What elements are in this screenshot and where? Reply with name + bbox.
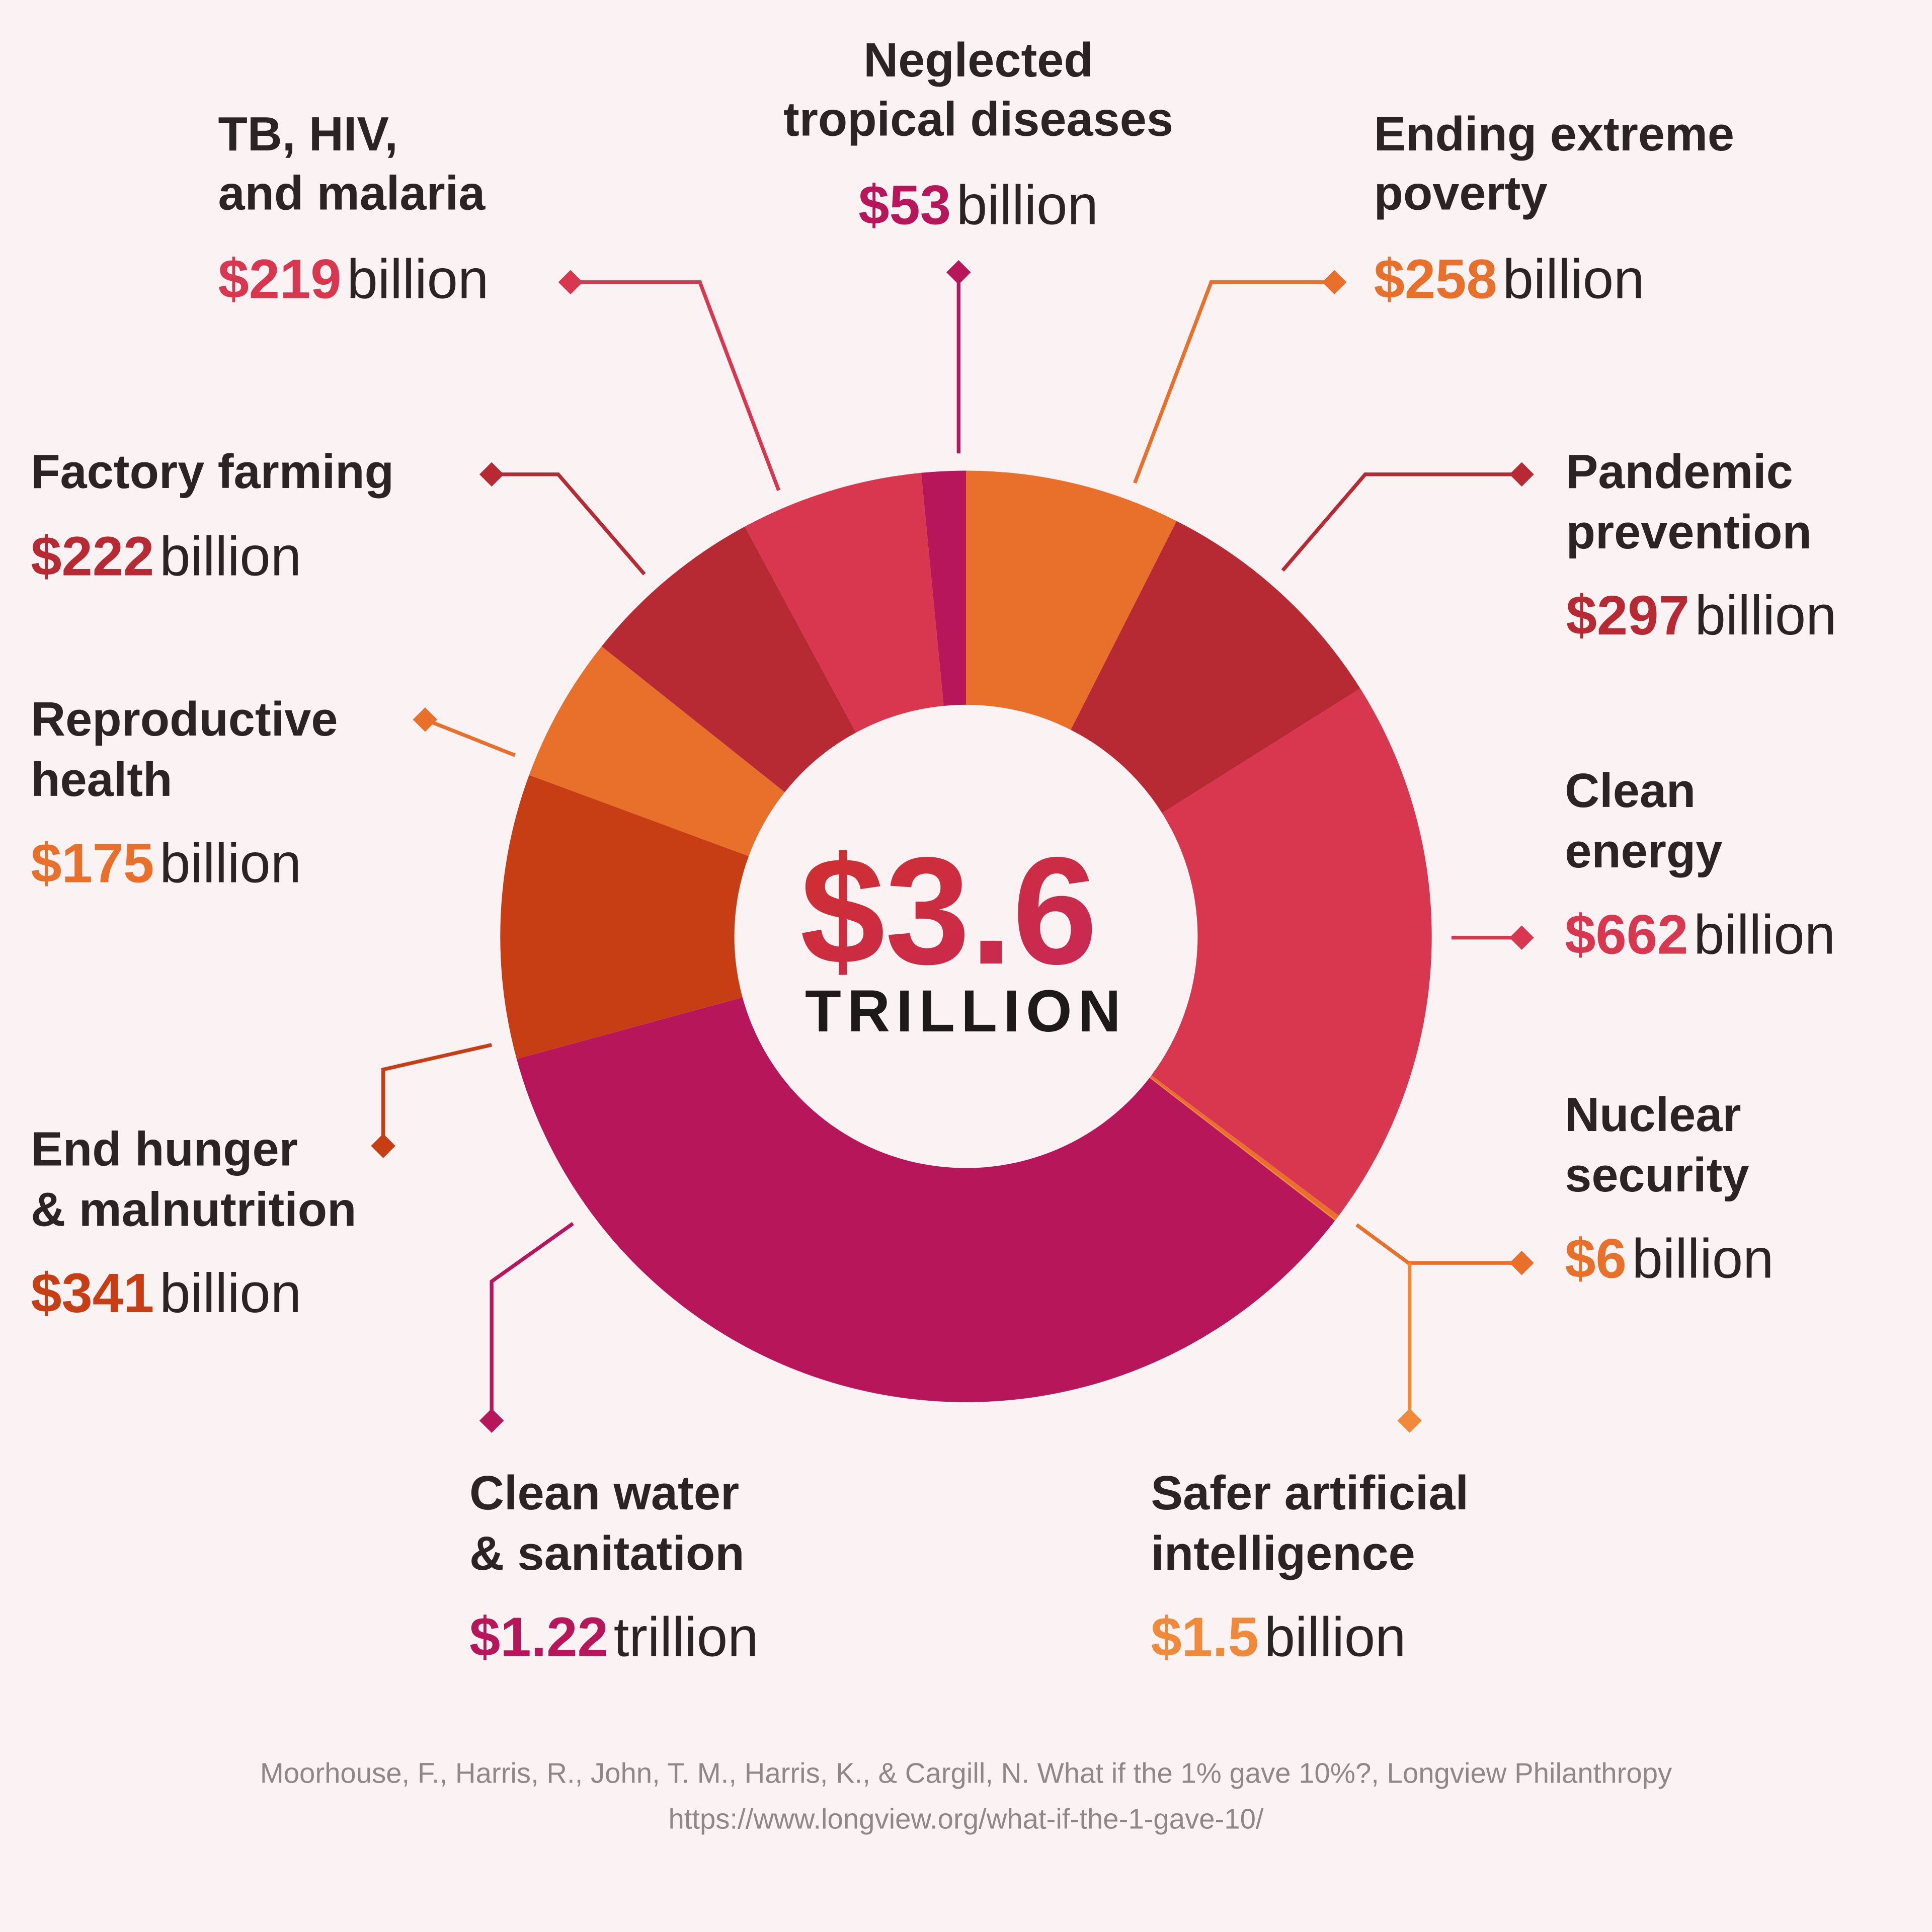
leader-diamond (558, 270, 583, 295)
value-amount: $175 (31, 832, 154, 894)
value-amount: $341 (31, 1262, 154, 1324)
value-amount: $53 (858, 175, 951, 236)
value-amount: $219 (218, 249, 341, 310)
value-unit: billion (159, 1262, 301, 1324)
leader-line (424, 717, 516, 757)
slice (1071, 521, 1360, 814)
category-label: TB, HIV, (218, 108, 397, 161)
category-label: Clean water (469, 1467, 739, 1520)
value-unit: billion (956, 175, 1098, 236)
value-label: $53 billion (858, 175, 1098, 236)
category-label: security (1565, 1149, 1749, 1202)
category-label: Safer artificial (1151, 1467, 1469, 1520)
category-label: energy (1565, 825, 1722, 878)
value-amount: $297 (1566, 585, 1689, 647)
slice (966, 470, 1177, 730)
category-label: prevention (1566, 506, 1812, 559)
value-amount: $1.5 (1151, 1606, 1258, 1668)
slice (745, 472, 944, 733)
value-label: $1.5 billion (1151, 1606, 1406, 1668)
value-unit: billion (1694, 904, 1835, 966)
value-amount: $258 (1374, 249, 1497, 310)
category-label: and malaria (218, 167, 486, 220)
leader-line (490, 1222, 574, 1421)
value-unit: billion (1264, 1606, 1406, 1668)
leader-diamond (1509, 1250, 1534, 1275)
leader-diamond (1322, 270, 1347, 295)
value-amount: $6 (1565, 1228, 1627, 1290)
value-unit: billion (1695, 585, 1837, 647)
category-label: End hunger (31, 1123, 298, 1176)
category-label: Reproductive (31, 693, 338, 746)
center-unit: TRILLION (805, 978, 1127, 1044)
category-label: Nuclear (1565, 1088, 1741, 1142)
slice (1150, 1075, 1339, 1220)
leader-line (570, 280, 781, 491)
category-label: poverty (1374, 167, 1548, 220)
category-label: & sanitation (469, 1527, 745, 1580)
slice (516, 997, 1335, 1402)
leader-line (381, 1043, 492, 1146)
category-label: Factory farming (31, 445, 394, 499)
value-label: $258 billion (1374, 249, 1645, 310)
value-amount: $662 (1565, 904, 1688, 966)
category-label: health (31, 753, 172, 807)
leader-diamond (413, 707, 438, 732)
category-label: Neglected (863, 34, 1093, 87)
value-label: $297 billion (1566, 585, 1837, 647)
value-unit: billion (159, 526, 301, 588)
value-amount: $222 (31, 526, 154, 588)
value-unit: billion (1503, 249, 1645, 310)
category-label: & malnutrition (31, 1183, 356, 1237)
value-label: $219 billion (218, 249, 489, 310)
slice (601, 526, 856, 792)
leader-line (1281, 472, 1522, 572)
value-unit: billion (347, 249, 489, 310)
value-unit: billion (159, 832, 301, 894)
slice (500, 775, 749, 1059)
value-label: $222 billion (31, 526, 301, 588)
category-label: Pandemic (1566, 445, 1793, 499)
value-amount: $1.22 (469, 1606, 608, 1668)
category-label: intelligence (1151, 1527, 1415, 1580)
leader-line (1133, 280, 1335, 484)
value-label: $662 billion (1565, 904, 1835, 966)
category-label: Clean (1565, 764, 1696, 818)
slice (529, 646, 785, 856)
leader-line (492, 472, 646, 576)
value-label: $1.22 trillion (469, 1606, 758, 1668)
center-total: $3.6 (800, 826, 1097, 996)
source-url: https://www.longview.org/what-if-the-1-g… (668, 1803, 1263, 1834)
leader-diamond (1509, 462, 1534, 487)
category-label: Ending extreme (1374, 108, 1734, 161)
value-unit: billion (1632, 1228, 1774, 1290)
value-label: $6 billion (1565, 1228, 1774, 1290)
value-label: $175 billion (31, 832, 301, 894)
slice (1149, 1077, 1336, 1221)
value-unit: trillion (614, 1606, 759, 1668)
source-line: Moorhouse, F., Harris, R., John, T. M., … (260, 1757, 1672, 1789)
leader-diamond (1509, 925, 1534, 950)
category-label: tropical diseases (783, 93, 1173, 146)
slice (1151, 688, 1432, 1216)
value-label: $341 billion (31, 1262, 301, 1324)
slice (921, 470, 966, 706)
